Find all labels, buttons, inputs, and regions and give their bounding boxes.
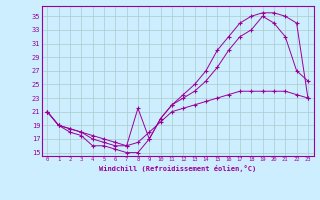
- X-axis label: Windchill (Refroidissement éolien,°C): Windchill (Refroidissement éolien,°C): [99, 165, 256, 172]
